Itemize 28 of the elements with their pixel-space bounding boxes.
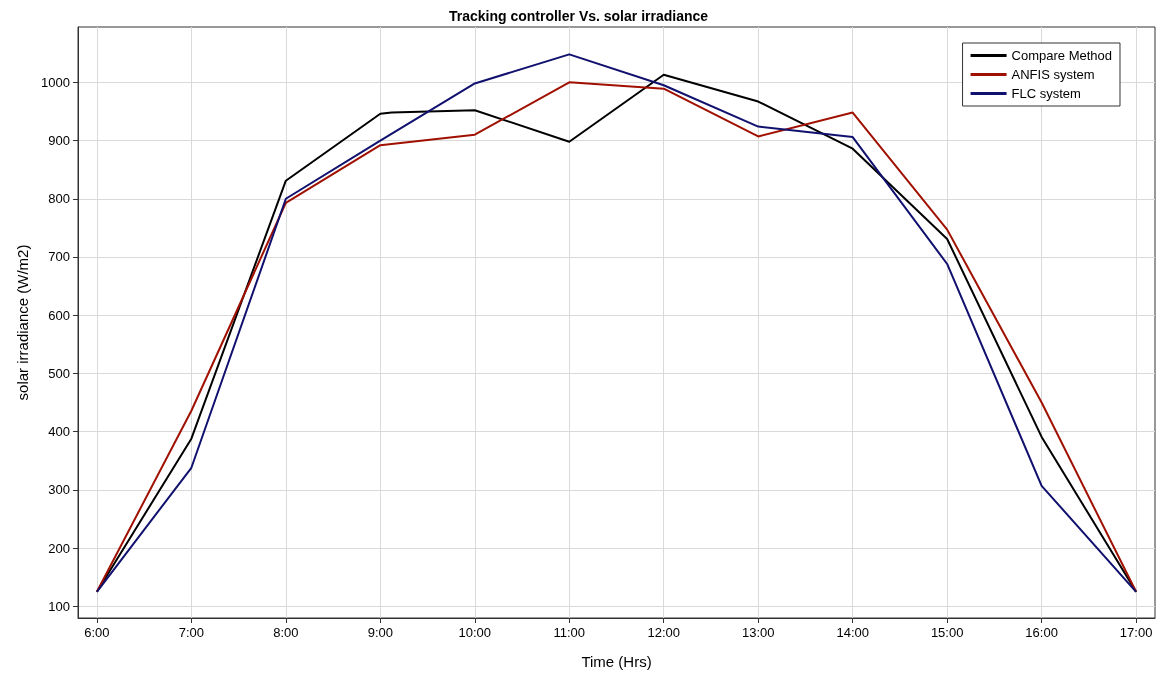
x-tick-label: 14:00 — [836, 625, 869, 640]
y-axis-title: solar irradiance (W/m2) — [14, 244, 31, 401]
y-tick-label: 500 — [48, 365, 70, 381]
y-tick-label: 400 — [48, 424, 70, 440]
y-tick-label: 800 — [48, 191, 70, 207]
x-tick-label: 7:00 — [178, 625, 205, 640]
x-tick-label: 15:00 — [930, 625, 964, 640]
y-tick-label: 300 — [48, 482, 70, 498]
chart-title: Tracking controller Vs. solar irradiance — [448, 8, 709, 24]
x-tick-label: 9:00 — [367, 625, 393, 640]
x-tick-label: 17:00 — [1119, 625, 1153, 640]
legend-label: Compare Method — [1011, 48, 1113, 63]
x-tick-label: 11:00 — [553, 625, 586, 640]
legend-label: FLC system — [1011, 86, 1081, 101]
x-axis-title: Time (Hrs) — [581, 653, 652, 670]
x-tick-label: 10:00 — [458, 625, 492, 640]
y-tick-label: 900 — [48, 133, 70, 149]
x-tick-label: 8:00 — [273, 625, 299, 640]
legend-label: ANFIS system — [1011, 67, 1095, 82]
y-tick-label: 1000 — [41, 74, 70, 90]
y-tick-label: 200 — [48, 540, 70, 556]
x-tick-label: 6:00 — [84, 625, 110, 640]
x-tick-label: 13:00 — [741, 625, 775, 640]
y-tick-label: 600 — [48, 307, 70, 323]
x-tick-label: 12:00 — [647, 625, 681, 640]
x-tick-label: 16:00 — [1025, 625, 1058, 640]
y-tick-label: 100 — [48, 598, 70, 614]
y-tick-label: 700 — [48, 249, 70, 265]
